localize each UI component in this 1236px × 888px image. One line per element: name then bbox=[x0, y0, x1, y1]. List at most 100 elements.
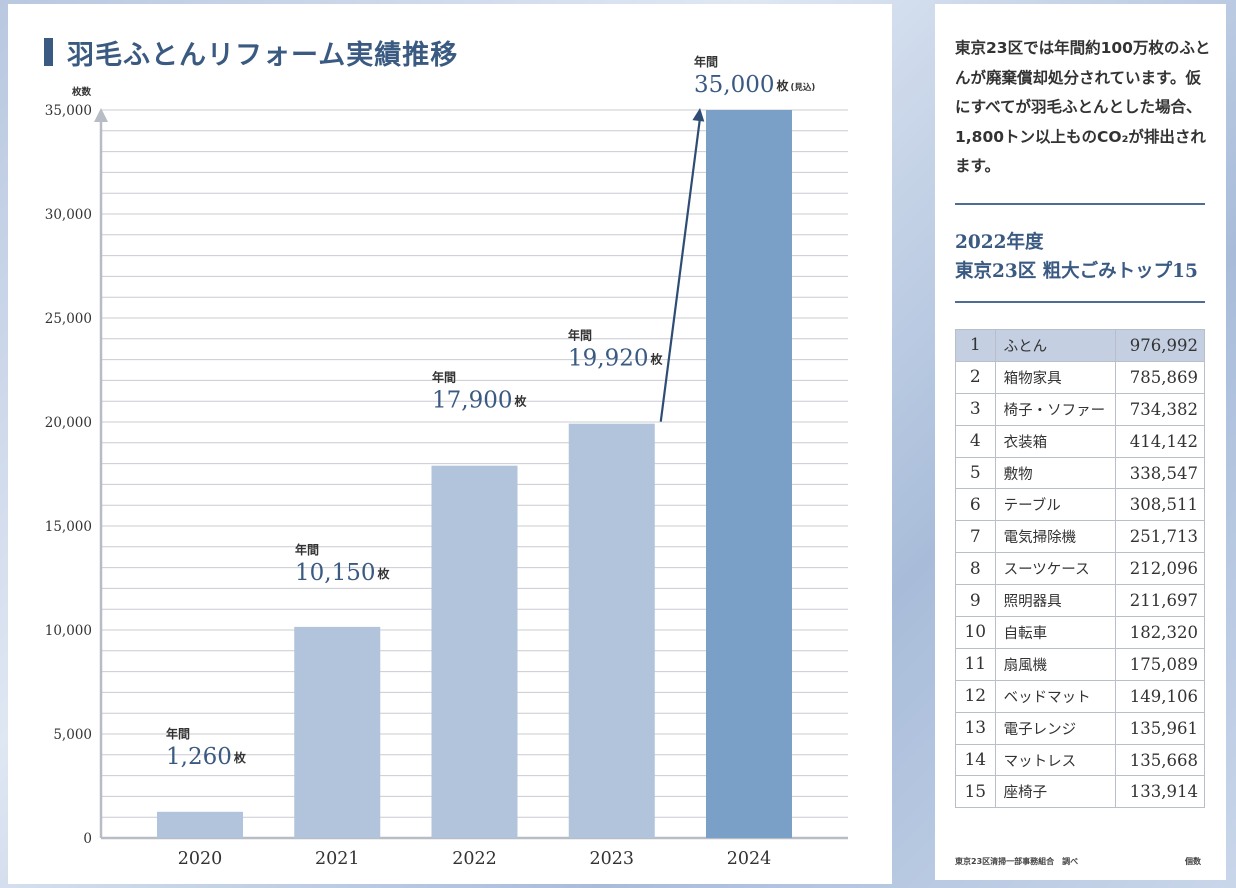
data-label-value: 10,150 bbox=[295, 560, 375, 586]
bar bbox=[431, 465, 518, 838]
data-label-value: 17,900 bbox=[432, 388, 512, 414]
ranking-item-count: 133,914 bbox=[1115, 775, 1205, 809]
ranking-rank: 15 bbox=[955, 775, 996, 809]
bar bbox=[706, 110, 792, 838]
data-label-prefix: 年間 bbox=[432, 370, 456, 385]
ranking-item-name: 照明器具 bbox=[994, 584, 1117, 618]
ranking-row: 11 扇風機 175,089 bbox=[955, 647, 1205, 681]
ranking-rank: 9 bbox=[955, 584, 996, 618]
x-tick-label: 2023 bbox=[589, 849, 634, 869]
bar bbox=[294, 626, 381, 838]
title-accent-bar bbox=[44, 38, 53, 66]
ranking-item-name: 電子レンジ bbox=[994, 711, 1117, 745]
data-label-prefix: 年間 bbox=[694, 54, 718, 69]
side-panel: 東京23区では年間約100万枚のふとんが廃棄償却処分されています。仮にすべてが羽… bbox=[935, 4, 1226, 880]
ranking-table: 1 ふとん 976,992 2 箱物家具 785,869 3 椅子・ソファー 734,382 4 衣… bbox=[955, 329, 1205, 809]
ranking-row: 15 座椅子 133,914 bbox=[955, 775, 1205, 809]
ranking-item-count: 212,096 bbox=[1115, 552, 1205, 586]
ranking-item-count: 175,089 bbox=[1115, 647, 1205, 681]
y-tick-label: 20,000 bbox=[45, 415, 92, 431]
ranking-rank: 10 bbox=[955, 616, 996, 649]
growth-arrow-head bbox=[692, 108, 705, 122]
ranking-rank: 12 bbox=[955, 679, 996, 713]
x-tick-label: 2020 bbox=[178, 849, 223, 869]
ranking-rank: 4 bbox=[955, 424, 996, 458]
ranking-item-name: 衣装箱 bbox=[994, 424, 1117, 458]
ranking-row: 6 テーブル 308,511 bbox=[955, 488, 1205, 522]
ranking-row: 4 衣装箱 414,142 bbox=[955, 424, 1205, 458]
ranking-rank: 8 bbox=[955, 552, 996, 586]
ranking-row: 14 マットレス 135,668 bbox=[955, 743, 1205, 777]
side-description: 東京23区では年間約100万枚のふとんが廃棄償却処分されています。仮にすべてが羽… bbox=[955, 39, 1211, 175]
x-tick-label: 2024 bbox=[727, 849, 772, 869]
ranking-row: 5 敷物 338,547 bbox=[955, 456, 1205, 490]
ranking-rank: 14 bbox=[955, 743, 996, 777]
ranking-row: 7 電気掃除機 251,713 bbox=[955, 520, 1205, 554]
ranking-item-name: 扇風機 bbox=[994, 647, 1117, 681]
y-axis-title: 枚数 bbox=[72, 86, 92, 98]
chart-title: 羽毛ふとんリフォーム実績推移 bbox=[44, 32, 458, 72]
ranking-item-count: 976,992 bbox=[1115, 329, 1205, 362]
y-tick-label: 5,000 bbox=[53, 727, 92, 743]
ranking-row: 3 椅子・ソファー 734,382 bbox=[955, 392, 1205, 426]
data-label-unit: 枚 bbox=[377, 566, 390, 581]
unit-note: 個数 bbox=[1185, 857, 1201, 866]
chart-title-text: 羽毛ふとんリフォーム実績推移 bbox=[67, 39, 459, 71]
data-label-unit: 枚 bbox=[776, 78, 789, 93]
ranking-heading-year: 2022年度 bbox=[955, 232, 1044, 253]
divider-bottom bbox=[955, 301, 1205, 303]
ranking-item-name: 電気掃除機 bbox=[994, 520, 1117, 554]
ranking-rank: 1 bbox=[955, 329, 996, 362]
ranking-row: 1 ふとん 976,992 bbox=[955, 329, 1205, 362]
ranking-rank: 11 bbox=[955, 647, 996, 681]
ranking-rank: 2 bbox=[955, 360, 996, 394]
data-label-prefix: 年間 bbox=[568, 328, 592, 343]
ranking-item-count: 251,713 bbox=[1115, 520, 1205, 554]
ranking-item-name: 座椅子 bbox=[994, 775, 1117, 809]
ranking-item-name: 自転車 bbox=[994, 616, 1117, 649]
ranking-row: 8 スーツケース 212,096 bbox=[955, 552, 1205, 586]
ranking-item-name: 箱物家具 bbox=[994, 360, 1117, 394]
ranking-item-name: マットレス bbox=[994, 743, 1117, 777]
ranking-item-count: 182,320 bbox=[1115, 616, 1205, 649]
y-tick-label: 35,000 bbox=[45, 103, 92, 119]
ranking-row: 12 ベッドマット 149,106 bbox=[955, 679, 1205, 713]
ranking-row: 9 照明器具 211,697 bbox=[955, 584, 1205, 618]
ranking-rank: 5 bbox=[955, 456, 996, 490]
ranking-item-name: ベッドマット bbox=[994, 679, 1117, 713]
x-tick-label: 2022 bbox=[452, 849, 497, 869]
ranking-item-count: 338,547 bbox=[1115, 456, 1205, 490]
source-note: 東京23区清掃一部事務組合 調べ bbox=[955, 857, 1079, 866]
ranking-heading-title: 東京23区 粗大ごみトップ15 bbox=[955, 261, 1198, 282]
ranking-item-count: 734,382 bbox=[1115, 392, 1205, 426]
data-label-value: 1,260 bbox=[166, 744, 232, 770]
data-label-unit: 枚 bbox=[514, 394, 527, 409]
ranking-heading: 2022年度 東京23区 粗大ごみトップ15 bbox=[955, 228, 1215, 286]
data-label-value: 19,920 bbox=[568, 346, 648, 372]
data-label-note: (見込) bbox=[790, 82, 815, 93]
ranking-rank: 3 bbox=[955, 392, 996, 426]
y-tick-label: 0 bbox=[83, 831, 92, 847]
data-label-unit: 枚 bbox=[234, 750, 247, 765]
ranking-item-count: 135,961 bbox=[1115, 711, 1205, 745]
ranking-item-count: 149,106 bbox=[1115, 679, 1205, 713]
bar bbox=[568, 423, 655, 838]
x-tick-label: 2021 bbox=[315, 849, 360, 869]
ranking-rank: 13 bbox=[955, 711, 996, 745]
y-tick-label: 25,000 bbox=[45, 311, 92, 327]
chart-panel: 羽毛ふとんリフォーム実績推移 0 5,000 10,000 15,000 20,000 2… bbox=[8, 4, 892, 884]
data-label-value: 35,000 bbox=[694, 72, 774, 98]
divider-top bbox=[955, 203, 1205, 205]
ranking-item-count: 308,511 bbox=[1115, 488, 1205, 522]
y-tick-label: 30,000 bbox=[45, 207, 92, 223]
ranking-item-name: 敷物 bbox=[994, 456, 1117, 490]
ranking-item-count: 785,869 bbox=[1115, 360, 1205, 394]
growth-arrow-line bbox=[659, 117, 702, 422]
ranking-item-count: 135,668 bbox=[1115, 743, 1205, 777]
data-label-prefix: 年間 bbox=[295, 542, 319, 557]
y-tick-label: 15,000 bbox=[45, 519, 92, 535]
y-axis-arrow bbox=[94, 108, 108, 122]
data-label-prefix: 年間 bbox=[166, 726, 190, 741]
ranking-row: 2 箱物家具 785,869 bbox=[955, 360, 1205, 394]
ranking-item-name: スーツケース bbox=[994, 552, 1117, 586]
